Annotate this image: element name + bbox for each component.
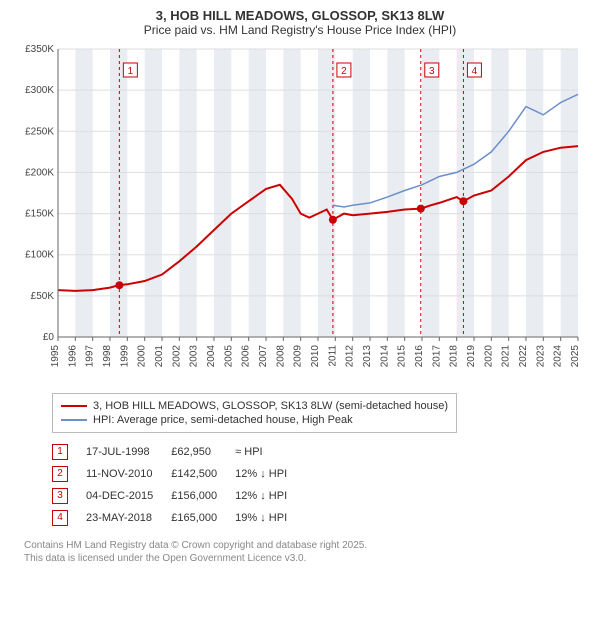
legend-item-hpi: HPI: Average price, semi-detached house,… — [61, 414, 448, 426]
svg-text:2023: 2023 — [535, 345, 546, 368]
table-row: 1 17-JUL-1998£62,950≈ HPI — [52, 441, 305, 463]
svg-text:2025: 2025 — [570, 345, 581, 368]
svg-text:1998: 1998 — [102, 345, 113, 368]
sale-price: £62,950 — [171, 441, 235, 463]
svg-text:1995: 1995 — [50, 345, 61, 368]
svg-text:2021: 2021 — [501, 345, 512, 368]
svg-text:2009: 2009 — [293, 345, 304, 368]
svg-text:2013: 2013 — [362, 345, 373, 368]
svg-text:£350K: £350K — [25, 44, 54, 55]
sales-table: 1 17-JUL-1998£62,950≈ HPI 2 11-NOV-2010£142… — [52, 441, 305, 529]
svg-text:2024: 2024 — [553, 345, 564, 368]
sale-diff: 19% ↓ HPI — [235, 507, 305, 529]
sale-date: 04-DEC-2015 — [86, 485, 171, 507]
svg-text:2001: 2001 — [154, 345, 165, 368]
svg-text:1997: 1997 — [85, 345, 96, 368]
svg-text:£250K: £250K — [25, 126, 54, 137]
svg-text:2: 2 — [341, 66, 347, 77]
legend-item-price: 3, HOB HILL MEADOWS, GLOSSOP, SK13 8LW (… — [61, 400, 448, 412]
svg-text:1: 1 — [128, 66, 134, 77]
svg-text:2016: 2016 — [414, 345, 425, 368]
sale-diff: 12% ↓ HPI — [235, 485, 305, 507]
sale-marker-3: 3 — [52, 488, 68, 504]
svg-text:2022: 2022 — [518, 345, 529, 368]
svg-text:2002: 2002 — [171, 345, 182, 368]
svg-text:2007: 2007 — [258, 345, 269, 368]
svg-text:2012: 2012 — [345, 345, 356, 368]
svg-text:£200K: £200K — [25, 167, 54, 178]
legend-label-hpi: HPI: Average price, semi-detached house,… — [93, 414, 353, 426]
svg-text:2004: 2004 — [206, 345, 217, 368]
legend-label-price: 3, HOB HILL MEADOWS, GLOSSOP, SK13 8LW (… — [93, 400, 448, 412]
svg-text:4: 4 — [472, 66, 478, 77]
chart-area: £0 £50K £100K £150K £200K £250K £300K £350K 1995… — [12, 43, 588, 383]
sale-date: 11-NOV-2010 — [86, 463, 171, 485]
sale-marker-4: 4 — [52, 510, 68, 526]
chart-subtitle: Price paid vs. HM Land Registry's House … — [12, 23, 588, 37]
sale-price: £142,500 — [171, 463, 235, 485]
sale-marker-1: 1 — [52, 444, 68, 460]
sale-diff: 12% ↓ HPI — [235, 463, 305, 485]
svg-text:2003: 2003 — [189, 345, 200, 368]
svg-text:2000: 2000 — [137, 345, 148, 368]
svg-text:2018: 2018 — [449, 345, 460, 368]
svg-text:2011: 2011 — [327, 345, 338, 367]
svg-text:£0: £0 — [43, 332, 55, 343]
svg-text:1996: 1996 — [67, 345, 78, 368]
footer-attribution: Contains HM Land Registry data © Crown c… — [24, 539, 588, 565]
svg-text:£300K: £300K — [25, 85, 54, 96]
sale-price: £156,000 — [171, 485, 235, 507]
table-row: 4 23-MAY-2018£165,00019% ↓ HPI — [52, 507, 305, 529]
chart-title: 3, HOB HILL MEADOWS, GLOSSOP, SK13 8LW — [12, 8, 588, 23]
svg-text:2017: 2017 — [431, 345, 442, 368]
svg-text:2019: 2019 — [466, 345, 477, 368]
svg-text:2010: 2010 — [310, 345, 321, 368]
table-row: 2 11-NOV-2010£142,50012% ↓ HPI — [52, 463, 305, 485]
sale-diff: ≈ HPI — [235, 441, 305, 463]
svg-text:2015: 2015 — [397, 345, 408, 368]
svg-text:£50K: £50K — [31, 291, 55, 302]
svg-text:2005: 2005 — [223, 345, 234, 368]
sale-date: 23-MAY-2018 — [86, 507, 171, 529]
sale-date: 17-JUL-1998 — [86, 441, 171, 463]
svg-text:2020: 2020 — [483, 345, 494, 368]
sale-price: £165,000 — [171, 507, 235, 529]
svg-text:2014: 2014 — [379, 345, 390, 368]
sale-marker-2: 2 — [52, 466, 68, 482]
legend: 3, HOB HILL MEADOWS, GLOSSOP, SK13 8LW (… — [52, 393, 457, 433]
svg-text:1999: 1999 — [119, 345, 130, 368]
svg-text:3: 3 — [429, 66, 435, 77]
svg-text:£100K: £100K — [25, 250, 54, 261]
svg-text:2008: 2008 — [275, 345, 286, 368]
svg-text:£150K: £150K — [25, 209, 54, 220]
table-row: 3 04-DEC-2015£156,00012% ↓ HPI — [52, 485, 305, 507]
svg-text:2006: 2006 — [241, 345, 252, 368]
